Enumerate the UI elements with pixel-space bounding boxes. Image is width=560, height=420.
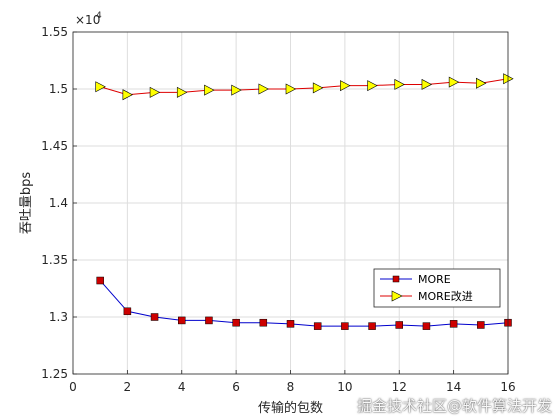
tick-layer: 0 2 4 6 8 10 12 14 16 1.25 1.3 1.35 1.4 1.45 1.5 1.55 [41, 25, 515, 394]
y-axis-label: 吞吐量bps [19, 172, 34, 235]
legend-label-more: MORE [418, 273, 451, 286]
y-axis-exponent-power: 4 [96, 11, 102, 21]
x-tick-label: 10 [337, 380, 352, 394]
data-point-more-improved [122, 89, 134, 101]
x-tick-label: 12 [392, 380, 407, 394]
y-tick-label: 1.3 [49, 310, 68, 324]
data-point-more-improved [258, 83, 269, 95]
series-line-more [99, 280, 509, 327]
data-point-more-improved [149, 86, 161, 98]
data-point-more-improved [95, 81, 106, 93]
data-point-more-improved [448, 76, 460, 88]
legend-label-more-improved: MORE改进 [418, 289, 473, 303]
x-tick-label: 0 [69, 380, 77, 394]
legend-marker-more [392, 275, 400, 283]
data-point-more-improved [394, 78, 405, 90]
data-point-more-improved [340, 80, 351, 92]
x-tick-label: 8 [287, 380, 295, 394]
data-point-more [96, 276, 104, 285]
x-tick-label: 2 [124, 380, 132, 394]
data-point-more [123, 307, 132, 316]
data-point-more [422, 322, 431, 330]
x-axis-label: 传输的包数 [258, 400, 323, 416]
y-axis-exponent-base: ×10 [75, 13, 100, 27]
data-point-more [395, 321, 403, 329]
y-tick-label: 1.25 [41, 367, 68, 381]
y-tick-label: 1.55 [41, 25, 68, 39]
data-point-more-improved [176, 86, 188, 98]
data-point-more-improved [204, 84, 215, 96]
y-tick-label: 1.45 [41, 139, 68, 153]
series-line-more-improved [100, 78, 509, 96]
data-point-more-improved [231, 84, 242, 96]
data-point-more-improved [285, 83, 297, 95]
data-point-more-improved [312, 82, 324, 94]
data-point-more [449, 320, 458, 328]
data-point-more-improved [367, 80, 378, 92]
data-point-more [313, 322, 322, 330]
y-tick-label: 1.35 [41, 253, 68, 267]
data-point-more [205, 316, 213, 325]
x-tick-label: 4 [178, 380, 186, 394]
legend: MORE MORE改进 [373, 268, 501, 308]
y-tick-label: 1.5 [49, 82, 68, 96]
data-point-more-improved [476, 77, 487, 89]
x-tick-label: 6 [232, 380, 240, 394]
data-point-more [178, 316, 186, 325]
data-point-more [477, 321, 485, 329]
data-point-more-improved [421, 78, 433, 90]
y-tick-label: 1.4 [49, 196, 68, 210]
legend-box [373, 268, 501, 308]
data-point-more [368, 322, 376, 330]
data-point-more [232, 318, 240, 327]
data-point-more [150, 313, 159, 321]
x-tick-label: 14 [446, 380, 461, 394]
watermark-text: 掘金技术社区@软件算法开发 [356, 397, 552, 415]
x-tick-label: 16 [500, 380, 515, 394]
legend-marker-more-improved [391, 290, 403, 302]
data-point-more [341, 322, 349, 330]
series-layer [95, 73, 514, 330]
data-point-more [286, 320, 295, 328]
data-point-more [259, 318, 268, 327]
